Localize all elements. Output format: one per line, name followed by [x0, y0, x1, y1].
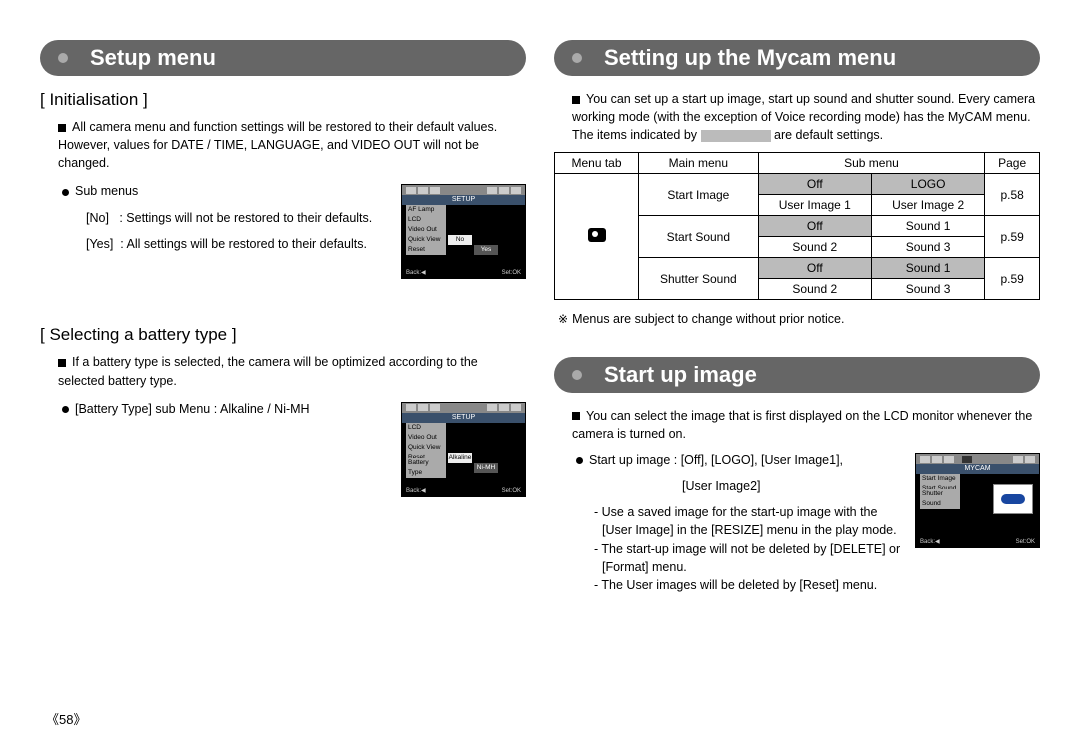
header-title: Setting up the Mycam menu — [604, 45, 896, 71]
table-cell: Sound 1 — [871, 216, 984, 237]
mycam-menu-table: Menu tab Main menu Sub menu Page Start I… — [554, 152, 1040, 300]
note-symbol-icon: ※ — [558, 312, 568, 326]
bullet-dot-icon — [62, 189, 69, 196]
header-title: Setup menu — [90, 45, 216, 71]
table-cell: Sound 3 — [871, 279, 984, 300]
bullet-square-icon — [572, 96, 580, 104]
mycam-screen: MYCAM Start Image Start Sound Shutter So… — [915, 453, 1040, 548]
col-sub-menu: Sub menu — [758, 153, 985, 174]
table-cell: LOGO — [871, 174, 984, 195]
page-number: 《58》 — [46, 709, 86, 728]
table-cell: Shutter Sound — [639, 258, 759, 300]
table-cell: Sound 1 — [871, 258, 984, 279]
table-cell: Off — [758, 258, 871, 279]
table-cell: Off — [758, 216, 871, 237]
battery-type-title: [ Selecting a battery type ] — [40, 325, 526, 345]
setup-screen-1: SETUP AF Lamp LCD Video Out Quick ViewNo… — [401, 184, 526, 279]
logo-preview — [993, 484, 1033, 514]
initialisation-title: [ Initialisation ] — [40, 90, 526, 110]
table-cell: Sound 3 — [871, 237, 984, 258]
default-indicator-swatch — [701, 130, 771, 142]
table-note: ※Menus are subject to change without pri… — [558, 310, 1040, 328]
startup-image-desc: You can select the image that is first d… — [572, 407, 1040, 443]
startup-options: Start up image : [Off], [LOGO], [User Im… — [576, 451, 905, 469]
header-dot — [58, 53, 68, 63]
setup-menu-header: Setup menu — [40, 40, 526, 76]
table-cell: Start Sound — [639, 216, 759, 258]
mycam-desc: You can set up a start up image, start u… — [572, 90, 1040, 144]
table-cell: User Image 1 — [758, 195, 871, 216]
menu-tab-cell — [555, 174, 639, 300]
bullet-square-icon — [572, 412, 580, 420]
mycam-menu-header: Setting up the Mycam menu — [554, 40, 1040, 76]
bullet-square-icon — [58, 359, 66, 367]
setup-screen-2: SETUP LCD Video Out Quick View ResetAlka… — [401, 402, 526, 497]
sub-no-option: [No] : Settings will not be restored to … — [86, 209, 391, 227]
startup-note-2: - The start-up image will not be deleted… — [602, 540, 905, 576]
table-cell: Off — [758, 174, 871, 195]
col-page: Page — [985, 153, 1040, 174]
table-cell: p.59 — [985, 258, 1040, 300]
battery-type-desc: If a battery type is selected, the camer… — [58, 353, 526, 389]
table-cell: p.58 — [985, 174, 1040, 216]
header-dot — [572, 370, 582, 380]
bullet-dot-icon — [62, 406, 69, 413]
samsung-logo-icon — [1001, 494, 1025, 504]
startup-image-header: Start up image — [554, 357, 1040, 393]
mycam-tab-icon — [588, 228, 606, 242]
sub-yes-option: [Yes] : All settings will be restored to… — [86, 235, 391, 253]
table-cell: Start Image — [639, 174, 759, 216]
startup-note-1: - Use a saved image for the start-up ima… — [602, 503, 905, 539]
bullet-dot-icon — [576, 457, 583, 464]
initialisation-desc: All camera menu and function settings wi… — [58, 118, 526, 172]
bullet-square-icon — [58, 124, 66, 132]
table-cell: p.59 — [985, 216, 1040, 258]
battery-type-submenu: [Battery Type] sub Menu : Alkaline / Ni-… — [62, 400, 391, 418]
sub-menus-heading: Sub menus — [62, 182, 391, 200]
header-title: Start up image — [604, 362, 757, 388]
col-main-menu: Main menu — [639, 153, 759, 174]
table-cell: User Image 2 — [871, 195, 984, 216]
col-menu-tab: Menu tab — [555, 153, 639, 174]
table-cell: Sound 2 — [758, 237, 871, 258]
startup-options-cont: [User Image2] — [682, 477, 905, 495]
header-dot — [572, 53, 582, 63]
startup-note-3: - The User images will be deleted by [Re… — [602, 576, 905, 594]
table-cell: Sound 2 — [758, 279, 871, 300]
